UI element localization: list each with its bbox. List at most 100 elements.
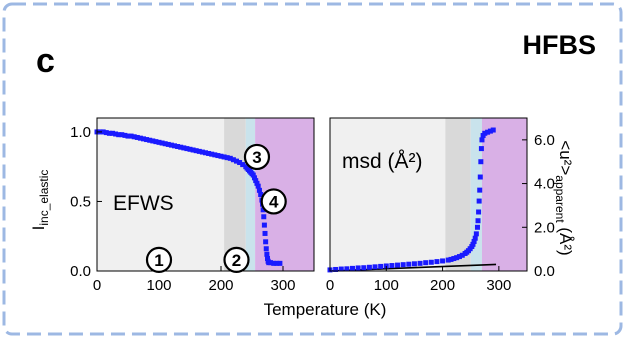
data-point [237, 160, 243, 166]
data-point [361, 265, 367, 271]
data-point [474, 224, 480, 230]
data-point [378, 263, 384, 269]
plot-frame [96, 117, 315, 272]
data-point [263, 246, 269, 252]
y-tick-label: 0.0 [70, 263, 91, 280]
region-3 [245, 118, 256, 271]
data-point [178, 144, 184, 150]
data-point [475, 218, 481, 224]
data-point [255, 183, 261, 189]
x-tick-label: 0 [93, 277, 101, 294]
y-tick-label: 2.0 [534, 219, 555, 236]
region-4 [481, 118, 527, 271]
y-tick-label: 6.0 [534, 132, 555, 149]
data-point [265, 255, 270, 261]
data-point [277, 260, 283, 266]
data-point [156, 139, 162, 145]
data-point [227, 155, 233, 161]
data-point [478, 159, 484, 165]
data-point [103, 130, 109, 136]
data-point [199, 149, 205, 155]
data-point [271, 260, 277, 266]
data-point [254, 180, 260, 186]
y-tick-label: 0.0 [534, 263, 555, 280]
annotation-efws: EFWS [113, 192, 174, 215]
y-tick-label: 4.0 [534, 176, 555, 193]
data-point [261, 214, 267, 220]
region-number-label: 1 [154, 251, 163, 270]
region-2 [445, 118, 471, 271]
x-tick-label: 200 [208, 277, 233, 294]
data-point [485, 129, 491, 135]
data-point [251, 175, 257, 181]
y-tick-label: 1.0 [70, 124, 91, 141]
data-point [389, 263, 395, 269]
data-point [350, 265, 356, 271]
data-point [400, 262, 406, 268]
data-point [203, 150, 208, 156]
data-point [333, 266, 339, 272]
data-point [366, 264, 372, 270]
data-point [159, 140, 165, 146]
x-axis-label: Temperature (K) [264, 300, 387, 319]
data-point [175, 144, 181, 150]
data-point [240, 162, 246, 168]
right-panel-msd: 0 100 200 300 0.0 2.0 4.0 6.0 msd (Å²) [326, 117, 555, 294]
data-point [445, 257, 451, 263]
data-point [476, 209, 482, 215]
y-tick-label: 0.5 [70, 193, 91, 210]
x-tick-label: 100 [374, 277, 399, 294]
data-point [153, 139, 159, 145]
data-point [122, 132, 128, 138]
data-point [187, 146, 193, 152]
data-point [264, 251, 270, 257]
data-point [470, 241, 476, 247]
x-tick-label: 300 [270, 277, 295, 294]
data-point [477, 174, 483, 180]
data-point [472, 235, 478, 241]
data-point [106, 130, 112, 136]
data-point [141, 136, 146, 142]
left-panel-efws: 0 100 200 300 0.0 0.5 1.0 EFWS 1 2 3 4 [70, 117, 315, 294]
x-tick-label: 100 [146, 277, 171, 294]
data-point [230, 157, 236, 163]
data-point [423, 260, 429, 266]
region-number-label: 3 [252, 148, 261, 167]
data-point [218, 153, 224, 159]
data-point [221, 154, 227, 160]
data-point [417, 260, 423, 266]
data-point [454, 255, 460, 261]
panel-label: c [36, 42, 55, 80]
data-point [224, 155, 230, 161]
data-point [434, 259, 440, 265]
data-point [261, 222, 267, 228]
data-point [234, 158, 239, 164]
data-point [125, 133, 131, 139]
data-point [476, 198, 482, 204]
data-point [487, 128, 493, 134]
data-point [212, 152, 218, 158]
data-point [395, 262, 401, 268]
plot-frame [329, 117, 528, 272]
data-point [100, 129, 106, 135]
region-number-circle [145, 246, 173, 273]
data-point [411, 261, 417, 267]
region-number-circle [243, 143, 271, 171]
data-point [110, 130, 115, 136]
data-point [451, 256, 457, 262]
data-point [193, 148, 199, 154]
data-point [150, 138, 156, 144]
data-point [440, 258, 446, 264]
data-point [113, 131, 119, 137]
data-point [258, 192, 264, 197]
data-point [473, 231, 479, 237]
region-1 [330, 118, 446, 271]
data-point [181, 145, 187, 151]
data-point [206, 150, 212, 156]
x-tick-label: 0 [326, 277, 334, 294]
data-point [196, 148, 202, 154]
data-point [477, 187, 483, 193]
data-point [459, 252, 465, 258]
